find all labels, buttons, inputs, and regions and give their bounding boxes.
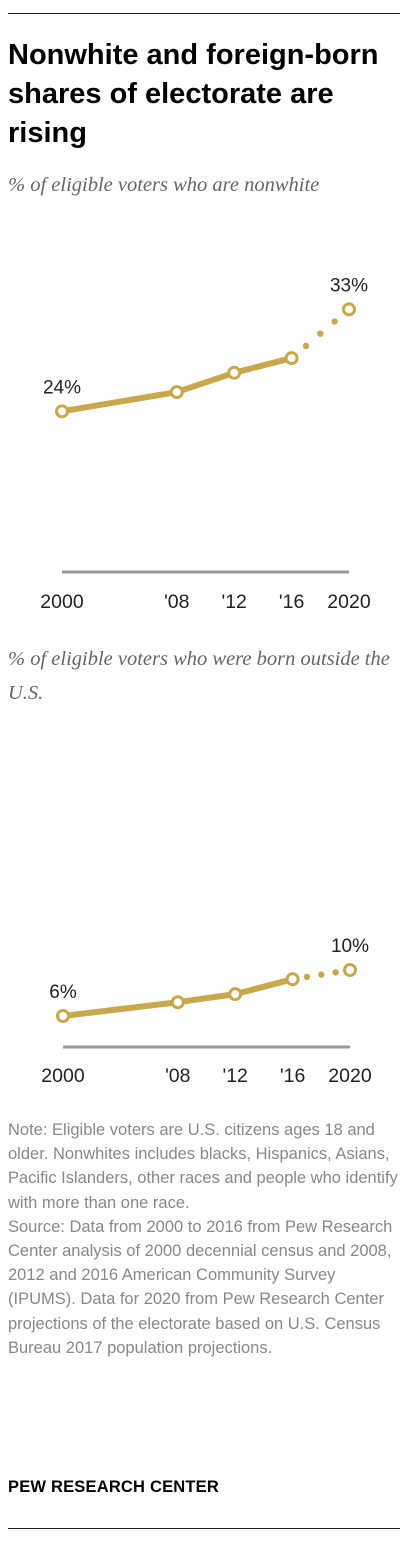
nonwhite-data-label-0: 24% bbox=[43, 377, 81, 398]
foreign-born-projection-dot bbox=[332, 969, 339, 976]
foreign-born-point-'16 bbox=[285, 972, 300, 987]
source-text: Source: Data from 2000 to 2016 from Pew … bbox=[8, 1217, 393, 1357]
nonwhite-data-label-4: 33% bbox=[330, 275, 368, 296]
nonwhite-point-2000 bbox=[55, 404, 69, 419]
nonwhite-series-line bbox=[59, 355, 295, 415]
bottom-rule bbox=[8, 1528, 400, 1529]
nonwhite-projection-dot bbox=[302, 342, 310, 350]
foreign-born-projection-dot bbox=[318, 971, 325, 978]
foreign-born-point-2020 bbox=[343, 963, 357, 977]
note-text: Note: Eligible voters are U.S. citizens … bbox=[8, 1121, 398, 1212]
nonwhite-tick-label-2: '12 bbox=[221, 591, 246, 613]
nonwhite-point-2020 bbox=[342, 302, 356, 317]
top-rule bbox=[8, 13, 400, 14]
foreign-born-point-2000 bbox=[56, 1009, 70, 1023]
nonwhite-tick-label-4: 2020 bbox=[327, 591, 371, 613]
brand-name: PEW RESEARCH CENTER bbox=[8, 1478, 219, 1496]
foreign-born-data-label-4: 10% bbox=[331, 936, 369, 957]
chart-1-subtitle: % of eligible voters who are nonwhite bbox=[8, 174, 320, 196]
nonwhite-tick-label-1: '08 bbox=[164, 591, 189, 613]
footnote: Note: Eligible voters are U.S. citizens … bbox=[8, 1118, 404, 1360]
nonwhite-tick-label-0: 2000 bbox=[40, 591, 84, 613]
chart-title: Nonwhite and foreign-born shares of elec… bbox=[8, 39, 379, 149]
foreign-born-line-chart: 6% 10% 2000 '08 '12 '16 2020 bbox=[41, 936, 372, 1087]
nonwhite-point-'12 bbox=[227, 365, 242, 380]
nonwhite-point-'16 bbox=[284, 351, 299, 366]
foreign-born-tick-label-1: '08 bbox=[165, 1065, 190, 1087]
foreign-born-tick-label-0: 2000 bbox=[41, 1065, 85, 1087]
nonwhite-tick-label-3: '16 bbox=[279, 591, 304, 613]
nonwhite-line-chart: 24% 33% 2000 '08 '12 '16 2020 bbox=[40, 275, 371, 613]
foreign-born-series-line bbox=[60, 976, 296, 1019]
foreign-born-tick-label-3: '16 bbox=[280, 1065, 305, 1087]
foreign-born-data-label-0: 6% bbox=[49, 982, 77, 1003]
foreign-born-point-'08 bbox=[170, 995, 185, 1010]
nonwhite-projection-dot bbox=[331, 318, 338, 325]
foreign-born-point-'12 bbox=[228, 987, 243, 1002]
foreign-born-tick-label-2: '12 bbox=[222, 1065, 247, 1087]
nonwhite-point-'08 bbox=[169, 385, 184, 400]
chart-2-subtitle: % of eligible voters who were born outsi… bbox=[8, 648, 390, 704]
foreign-born-projection-dot bbox=[303, 973, 311, 981]
nonwhite-projection-dot bbox=[317, 330, 324, 337]
foreign-born-tick-label-4: 2020 bbox=[328, 1065, 372, 1087]
